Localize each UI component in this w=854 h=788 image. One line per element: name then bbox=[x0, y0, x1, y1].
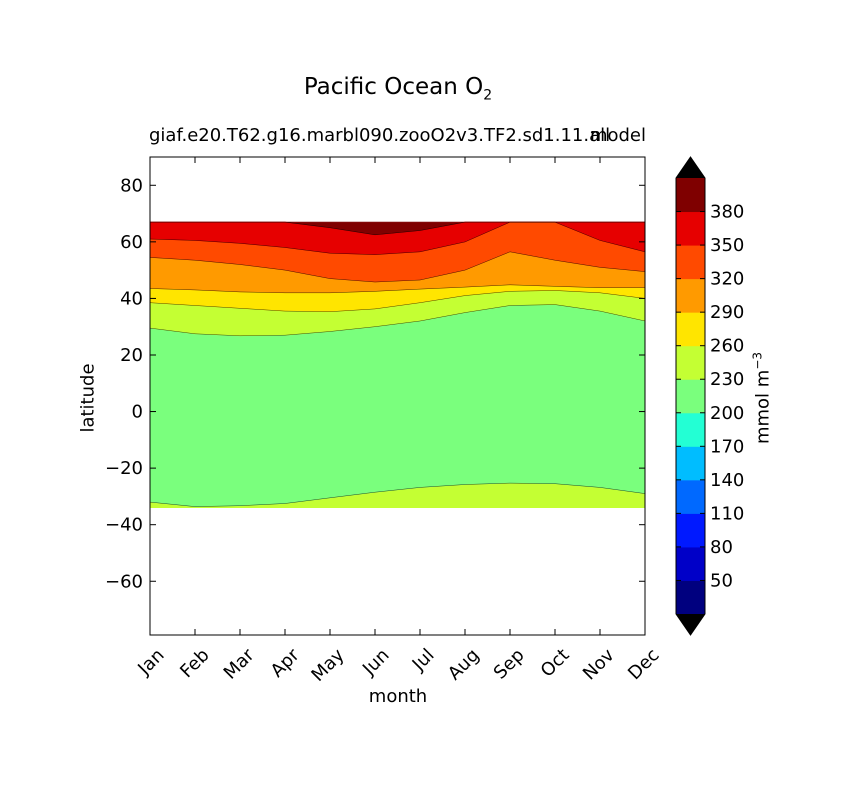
y-tick-label: 80 bbox=[120, 175, 143, 196]
colorbar-tick-label: 80 bbox=[710, 537, 733, 558]
colorbar-tick-label: 110 bbox=[710, 503, 744, 524]
colorbar-tick-label: 350 bbox=[710, 235, 744, 256]
contour-line-1 bbox=[150, 304, 645, 337]
x-tick-label: Oct bbox=[537, 645, 574, 682]
plot-frame bbox=[149, 156, 646, 636]
x-tick-label: Apr bbox=[267, 644, 304, 681]
colorbar-segment bbox=[676, 278, 705, 313]
y-tick-label: 40 bbox=[120, 288, 143, 309]
contour-line-2 bbox=[150, 290, 645, 312]
colorbar-outline bbox=[675, 156, 706, 636]
colorbar-tick-label: 260 bbox=[710, 336, 744, 357]
y-tick-label: −60 bbox=[105, 571, 143, 592]
y-tick-label: −40 bbox=[105, 515, 143, 536]
x-tick-label: Mar bbox=[220, 644, 259, 683]
x-axis-label: month bbox=[368, 686, 428, 707]
colorbar-segment bbox=[676, 546, 705, 581]
colorbar-segment bbox=[676, 312, 705, 347]
colorbar-segment bbox=[676, 245, 705, 280]
x-tick-label: Jul bbox=[408, 645, 439, 676]
chart-subtitle-left: giaf.e20.T62.g16.marbl090.zooO2v3.TF2.sd… bbox=[149, 125, 611, 146]
y-tick-label: 0 bbox=[132, 402, 143, 423]
contour-line-0 bbox=[150, 482, 645, 507]
y-axis: 80 60 40 20 0 −20 −40 −60 bbox=[105, 175, 645, 592]
y-tick-label: 20 bbox=[120, 345, 143, 366]
colorbar-tick-label: 50 bbox=[710, 570, 733, 591]
chart-title: Pacific Ocean O2 bbox=[303, 74, 493, 104]
plot-area bbox=[150, 221, 645, 508]
y-axis-label: latitude bbox=[77, 363, 99, 433]
x-tick-label: Aug bbox=[444, 645, 484, 685]
colorbar-segment bbox=[676, 412, 705, 447]
colorbar-segment bbox=[676, 379, 705, 414]
colorbar-segment bbox=[676, 513, 705, 548]
y-tick-label: 60 bbox=[120, 232, 143, 253]
colorbar-tick-label: 140 bbox=[710, 470, 744, 491]
colorbar-tick-label: 290 bbox=[710, 302, 744, 323]
colorbar-segment bbox=[676, 580, 705, 615]
x-tick-label: Nov bbox=[579, 644, 619, 684]
colorbar-segment bbox=[676, 345, 705, 380]
colorbar-tick-label: 200 bbox=[710, 403, 744, 424]
colorbar-segment bbox=[676, 178, 705, 213]
colorbar-segment bbox=[676, 479, 705, 514]
colorbar-segment bbox=[676, 211, 705, 246]
colorbar-tick-label: 230 bbox=[710, 369, 744, 390]
contour-line-4 bbox=[150, 251, 645, 283]
colorbar-tick-label: 320 bbox=[710, 269, 744, 290]
contour-line-5 bbox=[150, 221, 645, 255]
contour-line-6 bbox=[150, 221, 645, 236]
x-tick-label: Jun bbox=[358, 645, 393, 680]
colorbar-tick-label: 380 bbox=[710, 202, 744, 223]
x-tick-label: Dec bbox=[624, 645, 663, 684]
x-tick-label: May bbox=[307, 644, 348, 685]
y-tick-label: −20 bbox=[105, 458, 143, 479]
colorbar-tick-label: 170 bbox=[710, 436, 744, 457]
colorbar: 50 80 110 140 170 200 230 260 290 320 350 380 bbox=[675, 156, 744, 636]
x-tick-label: Feb bbox=[176, 645, 213, 682]
colorbar-extend-max bbox=[676, 157, 705, 178]
x-tick-label: Sep bbox=[490, 645, 529, 684]
colorbar-label: mmol m−3 bbox=[750, 351, 774, 445]
x-tick-label: Jan bbox=[133, 645, 168, 680]
chart-subtitle-right: model bbox=[589, 125, 646, 146]
colorbar-extend-min bbox=[676, 614, 705, 635]
contour-line-3 bbox=[150, 284, 645, 294]
colorbar-segment bbox=[676, 446, 705, 481]
